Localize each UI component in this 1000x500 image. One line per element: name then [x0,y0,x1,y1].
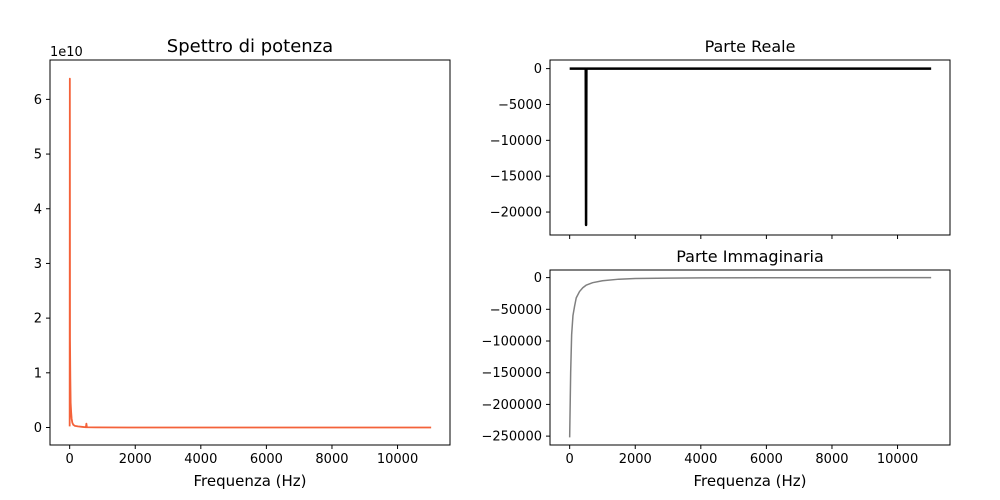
power-spectrum-y-tick-label: 5 [34,148,42,163]
real-part-series-line [569,67,932,227]
imaginary-part-series [568,276,932,438]
real-part-frame [549,59,951,236]
imaginary-part-x-tick-label: 4000 [684,452,717,467]
power-spectrum-title: Spettro di potenza [167,36,333,57]
imaginary-part-x-ticks: 0 2000 4000 6000 8000 10000 [566,445,918,467]
power-spectrum-series [68,77,432,429]
real-part-y-tick-label: −10000 [490,134,542,149]
power-spectrum-x-tick-label: 2000 [119,452,152,467]
real-part-y-tick-label: −5000 [498,98,542,113]
power-spectrum-y-tick-label: 6 [34,93,42,108]
real-part-panel: Parte Reale 0 −5000 −10000 −15000 −20000 [490,37,951,239]
power-spectrum-y-tick-label: 4 [34,202,42,217]
imaginary-part-x-axis-label: Frequenza (Hz) [693,472,806,490]
real-part-title: Parte Reale [705,37,796,56]
real-part-y-tick-label: −15000 [490,170,542,185]
imaginary-part-x-tick-label: 0 [566,452,574,467]
imaginary-part-y-tick-label: 0 [534,271,542,286]
imaginary-part-x-tick-label: 6000 [750,452,783,467]
imaginary-part-x-tick-label: 8000 [815,452,848,467]
power-spectrum-panel: Spettro di potenza 1e10 0 2000 4000 6000 800… [34,36,451,490]
real-part-y-tick-label: −20000 [490,206,542,221]
power-spectrum-series-line [68,77,432,429]
power-spectrum-y-tick-label: 1 [34,366,42,381]
imaginary-part-series-line [568,276,932,438]
imaginary-part-x-tick-label: 2000 [619,452,652,467]
real-part-y-tick-label: 0 [534,62,542,77]
real-part-series [569,67,932,227]
power-spectrum-x-tick-label: 8000 [315,452,348,467]
power-spectrum-x-tick-label: 4000 [184,452,217,467]
imaginary-part-y-tick-label: −200000 [481,398,542,413]
imaginary-part-y-tick-label: −50000 [490,303,542,318]
power-spectrum-x-tick-label: 0 [66,452,74,467]
imaginary-part-frame [549,269,951,446]
imaginary-part-y-tick-label: −250000 [481,430,542,445]
imaginary-part-y-tick-label: −150000 [481,366,542,381]
power-spectrum-x-ticks: 0 2000 4000 6000 8000 10000 [66,445,418,467]
real-part-y-ticks: 0 −5000 −10000 −15000 −20000 [490,62,550,221]
power-spectrum-x-tick-label: 10000 [377,452,418,467]
power-spectrum-x-axis-label: Frequenza (Hz) [193,472,306,490]
power-spectrum-y-tick-label: 2 [34,312,42,327]
power-spectrum-y-offset-label: 1e10 [50,45,83,60]
imaginary-part-y-ticks: 0 −50000 −100000 −150000 −200000 −250000 [481,271,550,445]
power-spectrum-y-tick-label: 3 [34,257,42,272]
imaginary-part-y-tick-label: −100000 [481,335,542,350]
power-spectrum-y-tick-label: 0 [34,421,42,436]
imaginary-part-x-tick-label: 10000 [877,452,918,467]
imaginary-part-panel: Parte Immaginaria 0 2000 4000 6000 8000 10000… [481,247,951,490]
imaginary-part-title: Parte Immaginaria [676,247,824,266]
power-spectrum-y-ticks: 0 1 2 3 4 5 6 [34,93,50,436]
power-spectrum-x-tick-label: 6000 [250,452,283,467]
power-spectrum-frame [49,59,451,446]
real-part-x-ticks [569,235,899,239]
